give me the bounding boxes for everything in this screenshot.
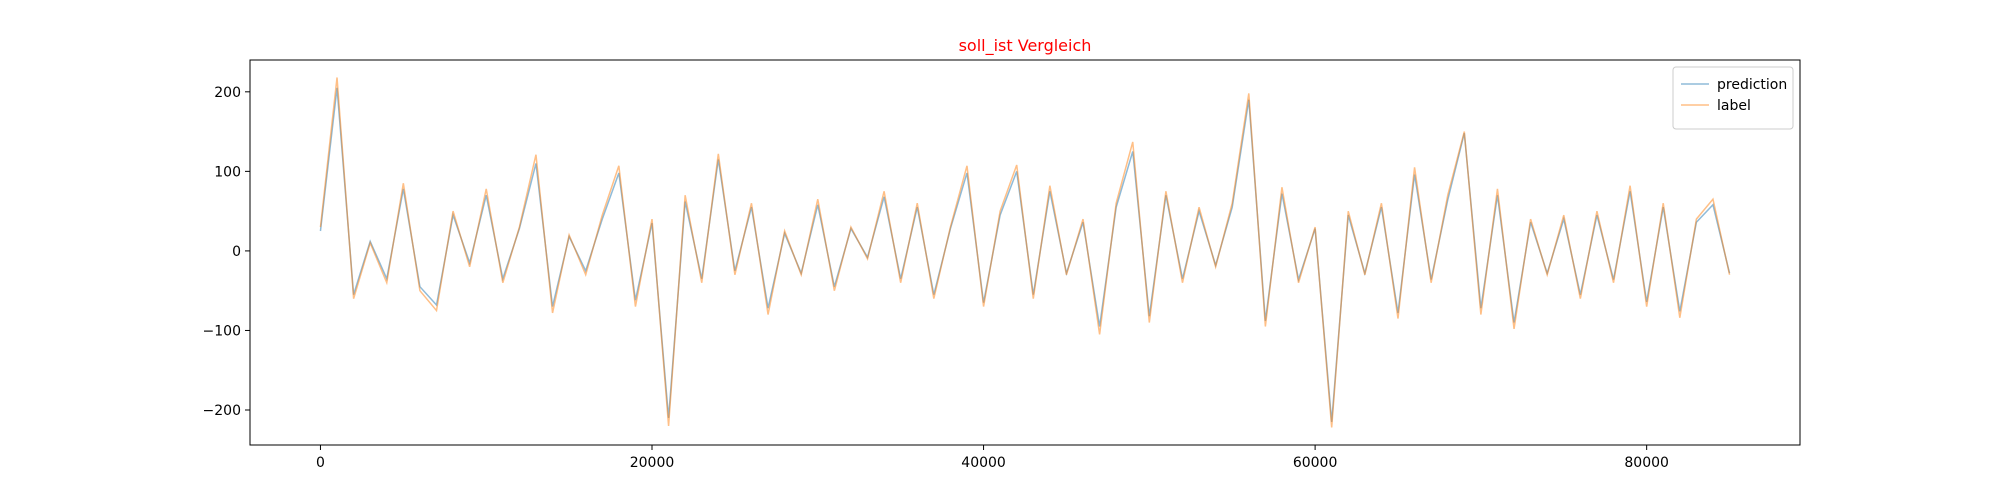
legend-label: label [1717,98,1751,114]
x-tick-label: 60000 [1293,455,1338,471]
legend-label: prediction [1717,77,1787,93]
y-tick-label: 200 [214,85,241,101]
x-tick-label: 0 [316,455,325,471]
series-line [319,77,1731,428]
y-tick-label: −200 [203,403,241,419]
legend: prediction label [1672,66,1794,130]
y-tick-label: 0 [232,244,241,260]
y-tick-label: 100 [214,164,241,180]
x-tick-label: 80000 [1624,455,1669,471]
chart-title: soll_ist Vergleich [959,36,1092,56]
y-tick-label: −100 [203,323,241,339]
x-tick-label: 40000 [961,455,1006,471]
x-tick-label: 20000 [630,455,675,471]
plot-frame [249,59,1801,446]
series-line [319,87,1731,422]
legend-box [1672,66,1794,130]
